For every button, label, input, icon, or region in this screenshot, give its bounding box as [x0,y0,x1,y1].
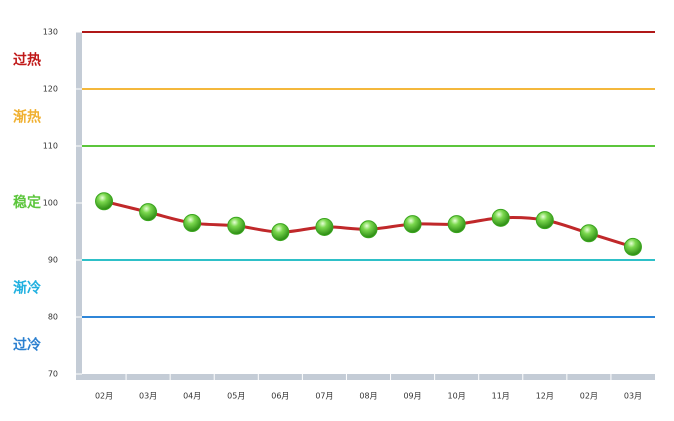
y-tick-label: 130 [43,28,58,37]
x-tick-label: 03月 [624,392,642,401]
data-point [227,216,246,235]
data-point [359,220,378,239]
y-tick-label: 120 [43,85,58,94]
x-axis-band [76,374,655,380]
data-point [623,237,642,256]
data-point [95,192,114,211]
x-tick-label: 11月 [492,392,510,401]
data-point [271,223,290,242]
y-tick-label: 80 [48,313,58,322]
x-tick-label: 03月 [139,392,157,401]
x-tick-label: 09月 [403,392,421,401]
data-point [579,224,598,243]
data-point [447,215,466,234]
data-point [491,208,510,227]
y-tick-label: 90 [48,256,58,265]
data-point [315,217,334,236]
x-tick-label: 08月 [359,392,377,401]
y-tick-label: 100 [43,199,58,208]
zone-label: 过冷 [13,337,41,354]
data-point [535,211,554,230]
data-point [403,215,422,234]
x-tick-label: 02月 [580,392,598,401]
y-axis-band [76,32,82,380]
y-tick-label: 70 [48,370,58,379]
y-tick-label: 110 [43,142,58,151]
x-tick-label: 07月 [315,392,333,401]
x-tick-label: 10月 [448,392,466,401]
x-tick-label: 06月 [271,392,289,401]
zone-label: 过热 [13,52,41,69]
data-point [183,213,202,232]
data-point [139,203,158,222]
x-tick-label: 02月 [95,392,113,401]
x-tick-label: 05月 [227,392,245,401]
zone-label: 渐冷 [13,280,41,297]
x-tick-label: 12月 [536,392,554,401]
zone-label: 稳定 [13,194,41,211]
zone-label: 渐热 [13,109,41,126]
x-tick-label: 04月 [183,392,201,401]
